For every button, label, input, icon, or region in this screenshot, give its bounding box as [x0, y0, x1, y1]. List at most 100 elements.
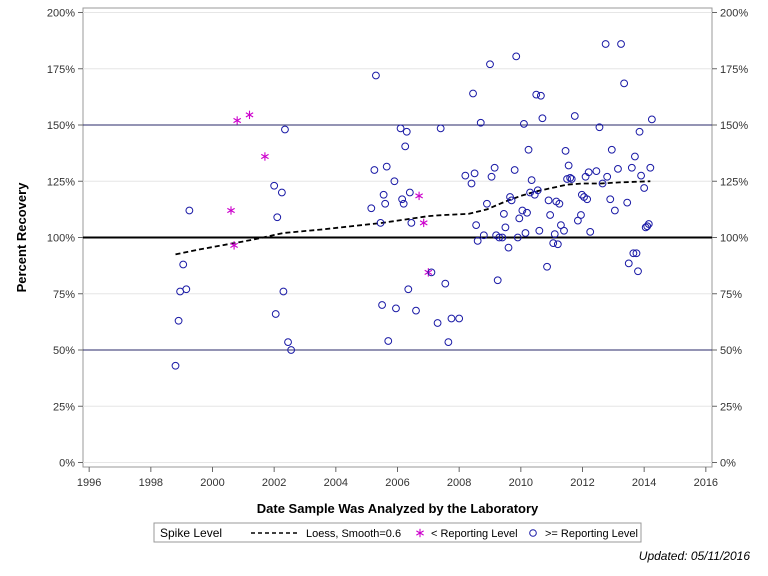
y-tick-label: 125%	[47, 176, 75, 188]
data-point-circle	[532, 90, 541, 99]
legend: Spike Level Loess, Smooth=0.6 < Reportin…	[153, 522, 642, 543]
data-point-circle	[583, 195, 592, 204]
data-point-circle	[461, 171, 470, 180]
data-point-circle	[521, 229, 530, 237]
data-point-circle	[560, 226, 568, 235]
data-point-star	[233, 116, 242, 125]
legend-loess-label: Loess, Smooth=0.6	[306, 528, 401, 540]
legend-star-symbol	[416, 528, 424, 538]
data-point-circle	[390, 177, 399, 186]
data-point-circle	[561, 146, 570, 155]
legend-circle-label: >= Reporting Level	[545, 528, 638, 540]
data-point-circle	[441, 279, 450, 288]
data-point-circle	[632, 249, 641, 258]
data-point-circle	[404, 285, 413, 294]
y-axis-left: 0% 25% 50% 75% 100% 125% 150% 175% 200%	[47, 8, 83, 470]
loess-line	[175, 180, 651, 256]
data-point-circle	[577, 211, 585, 219]
x-axis: 1996 1998 2000 2002 2004 2006 2008 2010 2012 2014…	[77, 467, 718, 489]
data-point-circle	[518, 206, 527, 215]
x-tick-label: 2000	[200, 477, 224, 489]
data-point-circle	[479, 231, 488, 240]
y-tick-label: 75%	[53, 289, 75, 301]
data-point-circle	[617, 40, 625, 48]
data-point-circle	[476, 118, 485, 127]
data-point-circle	[550, 230, 559, 239]
x-tick-label: 1998	[139, 477, 163, 489]
data-point-circle	[498, 233, 507, 242]
data-point-circle	[614, 164, 622, 173]
x-tick-label: 1996	[77, 477, 101, 489]
data-point-circle	[647, 115, 656, 124]
data-point-circle	[603, 172, 612, 181]
data-point-circle	[499, 209, 508, 218]
y-tick-label-right: 200%	[720, 8, 748, 20]
data-point-circle	[634, 267, 642, 276]
x-tick-label: 2006	[385, 477, 409, 489]
data-point-circle	[595, 123, 604, 132]
data-point-circle	[279, 287, 288, 296]
data-point-circle	[483, 199, 491, 208]
data-point-circle	[644, 220, 653, 228]
legend-title: Spike Level	[160, 526, 222, 540]
data-point-circle	[396, 124, 405, 133]
data-point-circle	[376, 218, 385, 227]
data-point-circle	[566, 173, 575, 182]
x-tick-label: 2012	[570, 477, 594, 489]
x-tick-label: 2002	[262, 477, 286, 489]
y-tick-label: 50%	[53, 345, 75, 357]
legend-box	[153, 522, 642, 543]
data-point-circle	[627, 163, 636, 172]
data-point-circle	[455, 314, 464, 323]
data-point-circle	[538, 114, 547, 123]
data-point-circle	[270, 181, 279, 190]
x-tick-label: 2008	[447, 477, 471, 489]
data-point-circle	[584, 168, 593, 177]
data-point-circle	[586, 227, 595, 236]
x-tick-label: 2004	[324, 477, 348, 489]
data-point-circle	[412, 306, 420, 315]
data-point-star	[419, 218, 428, 228]
data-point-circle	[487, 172, 496, 181]
data-point-circle	[493, 276, 502, 285]
y-axis-title: Percent Recovery	[14, 182, 29, 293]
data-point-circle	[427, 268, 436, 277]
data-point-circle	[524, 145, 533, 154]
data-point-circle	[620, 79, 629, 88]
data-point-circle	[544, 196, 553, 205]
data-point-circle	[273, 213, 282, 222]
data-point-circle	[598, 179, 607, 188]
data-point-circle	[179, 260, 188, 269]
data-point-circle	[536, 91, 545, 100]
data-point-star	[227, 206, 235, 215]
data-point-star	[230, 241, 238, 250]
data-point-circle	[381, 199, 390, 208]
y-tick-label-right: 150%	[720, 120, 748, 132]
data-point-circle	[512, 52, 521, 61]
data-point-circle	[640, 184, 649, 192]
data-point-circle	[284, 338, 292, 347]
data-point-circle	[379, 190, 388, 199]
data-point-circle	[402, 127, 411, 136]
y-tick-label: 100%	[47, 233, 75, 245]
data-point-circle	[567, 175, 576, 183]
data-point-circle	[624, 259, 633, 268]
data-point-star	[415, 191, 423, 201]
data-point-circle	[470, 169, 479, 178]
legend-star-glyph	[416, 528, 424, 538]
data-point-star	[245, 110, 254, 120]
y-tick-label-right: 0%	[720, 458, 736, 470]
data-point-circle	[447, 314, 456, 323]
legend-star-label: < Reporting Level	[431, 528, 518, 540]
data-point-circle	[533, 186, 542, 195]
data-point-circle	[490, 163, 499, 172]
data-point-circle	[271, 310, 280, 318]
data-point-circle	[398, 195, 407, 204]
data-point-circle	[507, 196, 516, 205]
reference-lines	[83, 124, 712, 351]
y-tick-label-right: 125%	[720, 176, 748, 188]
data-point-circle	[384, 337, 393, 345]
data-point-circle	[523, 208, 531, 217]
updated-footnote: Updated: 05/11/2016	[639, 549, 751, 563]
